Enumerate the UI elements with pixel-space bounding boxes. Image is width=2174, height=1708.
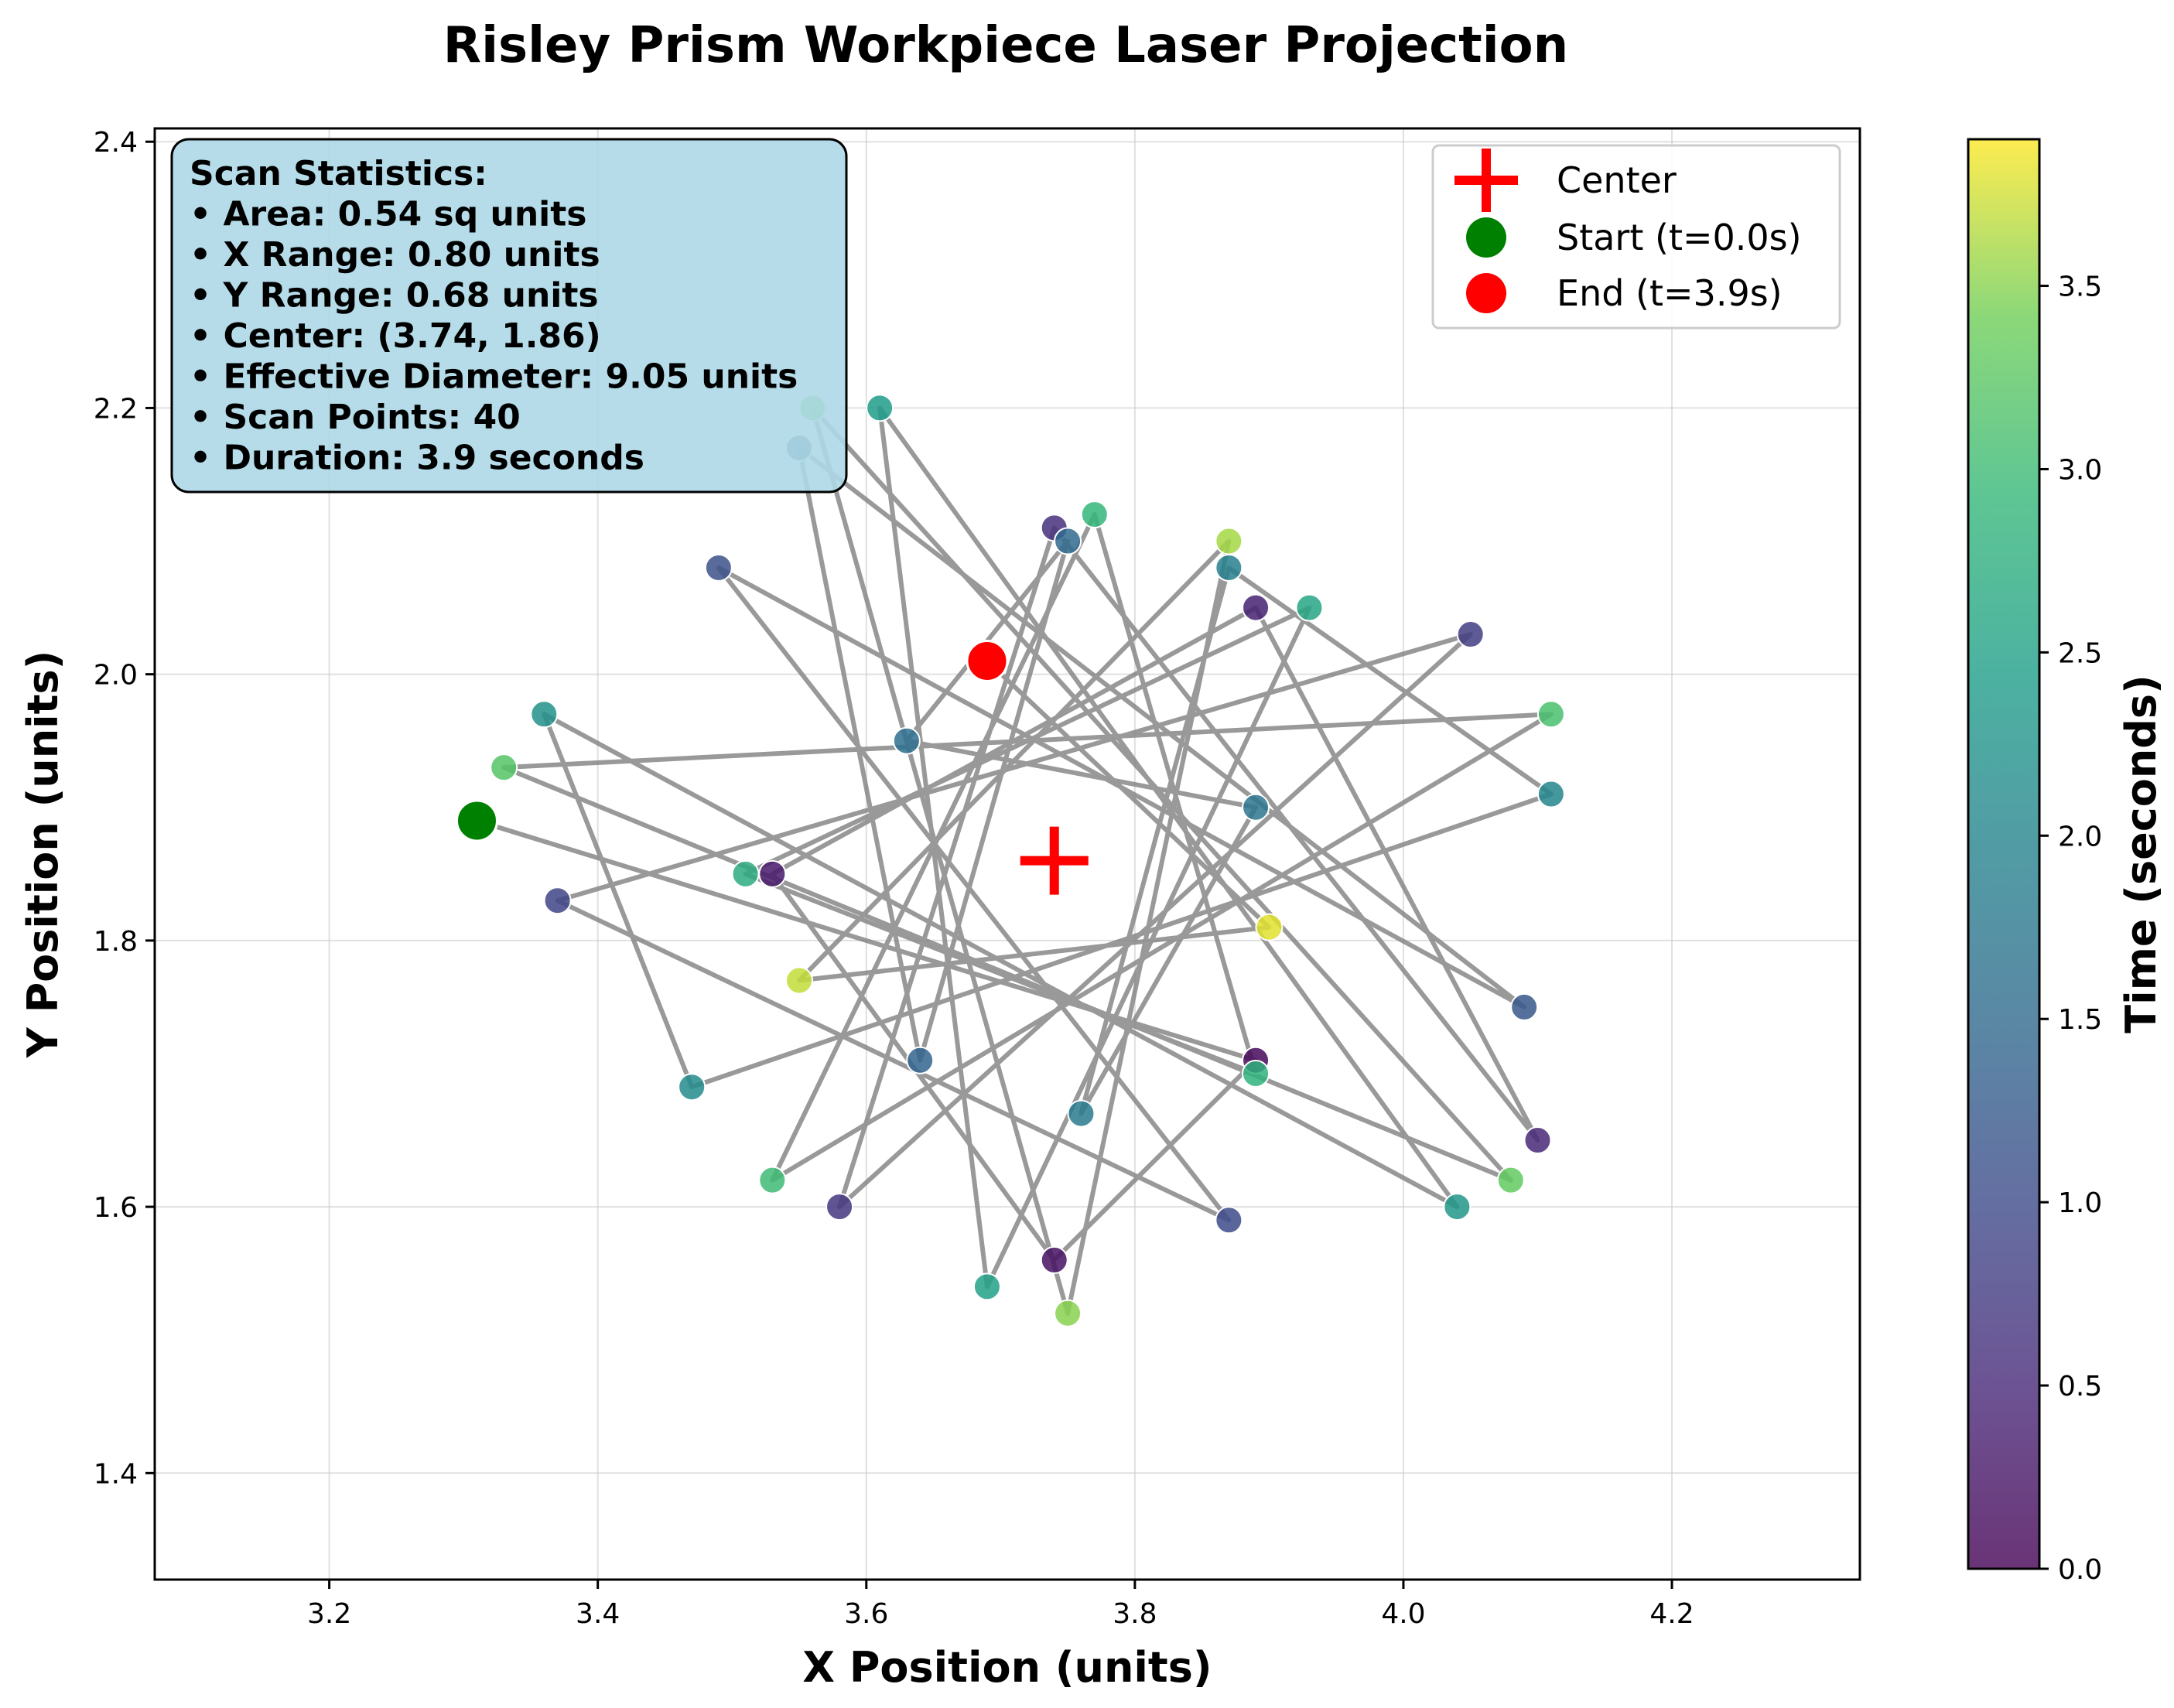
scan-point bbox=[704, 553, 733, 582]
stats-box: Scan Statistics:• Area: 0.54 sq units• X… bbox=[170, 138, 848, 494]
chart-title: Risley Prism Workpiece Laser Projection bbox=[443, 17, 1568, 74]
x-axis-label: X Position (units) bbox=[802, 1643, 1212, 1692]
end-marker bbox=[966, 639, 1009, 682]
scan-point bbox=[543, 886, 572, 915]
stats-line: • Scan Points: 40 bbox=[190, 398, 521, 437]
x-tick-label: 4.2 bbox=[1649, 1598, 1694, 1630]
x-tick-label: 3.8 bbox=[1113, 1598, 1157, 1630]
scan-point bbox=[1080, 500, 1109, 529]
legend-entry: End (t=3.9s) bbox=[1557, 272, 1783, 314]
colorbar-tick-label: 3.0 bbox=[2058, 454, 2102, 486]
colorbar-tick-label: 3.5 bbox=[2058, 272, 2102, 303]
stats-box-background bbox=[170, 138, 848, 494]
y-tick-label: 1.6 bbox=[94, 1192, 138, 1224]
colorbar-label: Time (seconds) bbox=[2117, 675, 2165, 1033]
stats-lines: Scan Statistics:• Area: 0.54 sq units• X… bbox=[190, 154, 798, 478]
stats-line: • Y Range: 0.68 units bbox=[190, 276, 599, 316]
legend-frame bbox=[1431, 144, 1841, 330]
scan-point bbox=[490, 753, 518, 782]
scan-point bbox=[1456, 620, 1485, 649]
scan-point bbox=[972, 1272, 1001, 1301]
scan-point bbox=[1242, 793, 1270, 822]
stats-line: • Center: (3.74, 1.86) bbox=[190, 316, 601, 356]
colorbar: 0.0 0.5 1.0 1.5 2.0 2.5 3.0 3.5 Time (seconds) bbox=[1967, 138, 2165, 1586]
y-tick-label: 2.0 bbox=[94, 660, 138, 692]
colorbar-tick-label: 2.0 bbox=[2058, 821, 2102, 852]
x-axis-ticks: 3.2 3.4 3.6 3.8 4.0 4.2 bbox=[307, 1580, 1694, 1630]
legend-center-symbol bbox=[1454, 149, 1518, 212]
scan-point bbox=[906, 1046, 935, 1074]
stats-line: Scan Statistics: bbox=[190, 154, 487, 193]
legend-entry: Center bbox=[1557, 159, 1677, 201]
stats-line: • X Range: 0.80 units bbox=[190, 235, 600, 275]
colorbar-ticks: 0.0 0.5 1.0 1.5 2.0 2.5 3.0 3.5 bbox=[2039, 272, 2102, 1586]
scan-point bbox=[866, 394, 894, 422]
colorbar-tick-label: 0.0 bbox=[2058, 1554, 2102, 1586]
legend-end-symbol bbox=[1466, 273, 1506, 313]
scan-point bbox=[1510, 992, 1539, 1021]
colorbar-gradient bbox=[1968, 139, 2039, 1569]
x-tick-label: 4.0 bbox=[1381, 1598, 1425, 1630]
scan-point bbox=[1523, 1126, 1552, 1155]
y-axis-ticks: 1.4 1.6 1.8 2.0 2.2 2.4 bbox=[94, 127, 155, 1490]
scan-point bbox=[530, 700, 559, 729]
scan-point bbox=[1215, 553, 1243, 582]
scan-point bbox=[758, 859, 787, 888]
scan-point bbox=[758, 1166, 787, 1194]
y-tick-label: 2.2 bbox=[94, 393, 138, 425]
scan-point bbox=[1215, 527, 1243, 555]
stats-line: • Area: 0.54 sq units bbox=[190, 195, 586, 234]
legend-items: Center Start (t=0.0s) End (t=3.9s) bbox=[1454, 149, 1802, 314]
markers bbox=[456, 639, 1089, 895]
scan-point bbox=[1054, 527, 1082, 555]
scan-point bbox=[826, 1193, 854, 1221]
scan-point bbox=[1242, 1059, 1270, 1088]
y-tick-label: 2.4 bbox=[94, 127, 138, 159]
scan-point bbox=[1496, 1166, 1525, 1194]
colorbar-tick-label: 1.0 bbox=[2058, 1187, 2102, 1219]
start-marker bbox=[456, 799, 499, 842]
scan-point bbox=[1295, 593, 1324, 622]
scan-point bbox=[785, 966, 814, 995]
scan-path bbox=[476, 405, 1554, 1316]
scan-point bbox=[1054, 1299, 1082, 1327]
legend: Center Start (t=0.0s) End (t=3.9s) bbox=[1431, 144, 1841, 330]
y-tick-label: 1.8 bbox=[94, 926, 138, 958]
scan-path-line bbox=[476, 405, 1554, 1316]
colorbar-frame bbox=[1967, 138, 2041, 1570]
scan-point bbox=[1215, 1206, 1243, 1235]
scan-point bbox=[1443, 1193, 1472, 1221]
scan-point bbox=[1255, 913, 1284, 941]
legend-entry: Start (t=0.0s) bbox=[1557, 217, 1802, 258]
scan-point bbox=[1536, 700, 1565, 729]
x-tick-label: 3.2 bbox=[307, 1598, 351, 1630]
scan-point bbox=[1242, 593, 1270, 622]
scan-point bbox=[1040, 1245, 1068, 1274]
stats-line: • Duration: 3.9 seconds bbox=[190, 439, 644, 478]
scan-point bbox=[1067, 1099, 1096, 1128]
colorbar-tick-label: 2.5 bbox=[2058, 637, 2102, 669]
scan-point bbox=[892, 726, 921, 755]
scan-point bbox=[678, 1073, 706, 1102]
x-tick-label: 3.6 bbox=[844, 1598, 888, 1630]
colorbar-tick-label: 0.5 bbox=[2058, 1371, 2102, 1402]
scan-point bbox=[1536, 780, 1565, 808]
plot-frame bbox=[153, 127, 1861, 1581]
y-axis-label: Y Position (units) bbox=[19, 651, 67, 1059]
x-tick-label: 3.4 bbox=[576, 1598, 620, 1630]
y-tick-label: 1.4 bbox=[94, 1458, 138, 1490]
stats-line: • Effective Diameter: 9.05 units bbox=[190, 357, 798, 397]
colorbar-tick-label: 1.5 bbox=[2058, 1004, 2102, 1036]
scan-point bbox=[731, 859, 760, 888]
scan-points bbox=[463, 394, 1565, 1327]
center-marker bbox=[1020, 826, 1089, 895]
legend-start-symbol bbox=[1466, 217, 1506, 258]
